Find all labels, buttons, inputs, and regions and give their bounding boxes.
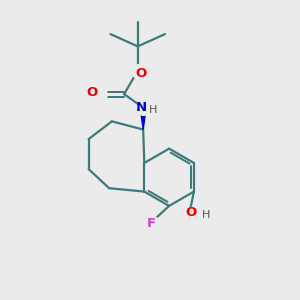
Text: O: O bbox=[135, 67, 147, 80]
Text: N: N bbox=[135, 101, 147, 114]
Text: O: O bbox=[185, 206, 197, 219]
Text: H: H bbox=[202, 210, 211, 220]
Text: F: F bbox=[147, 217, 156, 230]
Polygon shape bbox=[140, 108, 146, 130]
Text: O: O bbox=[87, 86, 98, 100]
Text: H: H bbox=[149, 106, 158, 116]
